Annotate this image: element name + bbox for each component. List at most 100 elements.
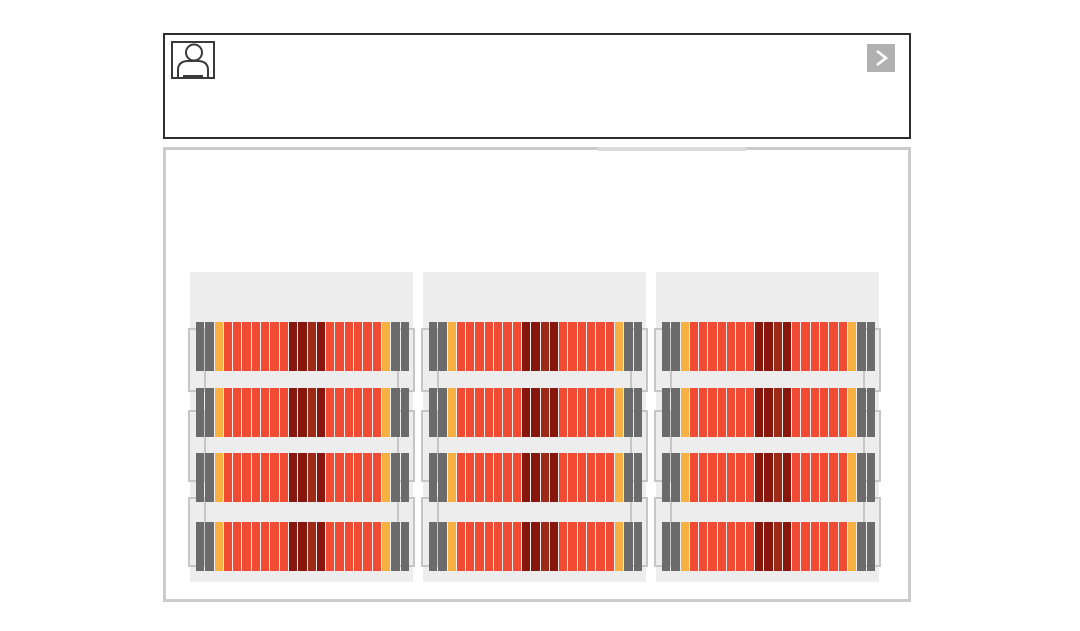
dark-red-book xyxy=(316,522,326,571)
gray-book xyxy=(624,453,633,502)
shelf-row-1-4 xyxy=(196,522,409,571)
dark-red-book xyxy=(754,453,764,502)
dark-red-book xyxy=(754,522,764,571)
gray-book xyxy=(866,453,875,502)
gray-book xyxy=(438,453,447,502)
dark-red-book xyxy=(764,388,773,437)
shelf-row-3-4 xyxy=(662,522,875,571)
dark-red-book xyxy=(782,453,792,502)
red-book xyxy=(829,388,838,437)
red-book xyxy=(801,322,810,371)
red-book xyxy=(717,522,727,571)
dark-red-book xyxy=(521,388,531,437)
red-book xyxy=(233,522,242,571)
red-book xyxy=(363,453,372,502)
maroon-book xyxy=(540,388,549,437)
red-book xyxy=(736,453,745,502)
red-book xyxy=(736,522,745,571)
red-book xyxy=(363,522,372,571)
gray-book xyxy=(633,388,642,437)
red-book xyxy=(484,322,494,371)
red-book xyxy=(838,453,847,502)
red-book xyxy=(503,322,512,371)
gray-book xyxy=(429,388,438,437)
red-book xyxy=(484,522,494,571)
red-book xyxy=(354,388,363,437)
dark-red-book xyxy=(531,522,540,571)
red-book xyxy=(605,453,614,502)
red-book xyxy=(279,388,288,437)
gray-book xyxy=(662,388,671,437)
gray-book xyxy=(662,322,671,371)
gray-book xyxy=(400,522,409,571)
red-book xyxy=(568,453,577,502)
red-book xyxy=(261,388,270,437)
red-book xyxy=(587,453,596,502)
gray-book xyxy=(866,388,875,437)
red-book xyxy=(587,322,596,371)
red-book xyxy=(736,322,745,371)
red-book xyxy=(801,388,810,437)
dark-red-book xyxy=(521,453,531,502)
red-book xyxy=(456,322,466,371)
red-book xyxy=(326,388,335,437)
red-book xyxy=(559,322,568,371)
dark-red-book xyxy=(288,388,298,437)
red-book xyxy=(494,388,503,437)
gray-book xyxy=(671,522,680,571)
gray-book xyxy=(429,522,438,571)
gray-book xyxy=(671,453,680,502)
red-book xyxy=(326,322,335,371)
maroon-book xyxy=(540,522,549,571)
red-book xyxy=(251,388,261,437)
orange-book xyxy=(214,522,223,571)
red-book xyxy=(745,322,754,371)
red-book xyxy=(717,322,727,371)
orange-book xyxy=(614,522,624,571)
red-book xyxy=(838,322,847,371)
dark-red-book xyxy=(764,453,773,502)
red-book xyxy=(344,322,354,371)
dark-red-book xyxy=(298,322,307,371)
red-book xyxy=(456,522,466,571)
gray-book xyxy=(857,522,866,571)
shelf-grid xyxy=(188,272,881,582)
orange-book xyxy=(680,388,689,437)
orange-book xyxy=(381,322,391,371)
red-book xyxy=(699,388,708,437)
next-button[interactable] xyxy=(867,44,895,72)
dark-red-book xyxy=(298,388,307,437)
dark-red-book xyxy=(521,522,531,571)
dark-red-book xyxy=(288,522,298,571)
red-book xyxy=(577,522,587,571)
gray-book xyxy=(671,388,680,437)
maroon-book xyxy=(307,522,316,571)
red-book xyxy=(466,322,475,371)
red-book xyxy=(568,522,577,571)
red-book xyxy=(605,322,614,371)
red-book xyxy=(475,388,484,437)
red-book xyxy=(261,453,270,502)
red-book xyxy=(587,522,596,571)
dark-red-book xyxy=(521,322,531,371)
dark-red-book xyxy=(782,522,792,571)
red-book xyxy=(456,388,466,437)
gray-book xyxy=(196,453,205,502)
red-book xyxy=(745,453,754,502)
red-book xyxy=(820,322,829,371)
orange-book xyxy=(680,522,689,571)
orange-book xyxy=(680,322,689,371)
gray-book xyxy=(429,453,438,502)
red-book xyxy=(559,388,568,437)
red-book xyxy=(689,453,699,502)
red-book xyxy=(484,453,494,502)
maroon-book xyxy=(307,388,316,437)
orange-book xyxy=(680,453,689,502)
red-book xyxy=(801,522,810,571)
red-book xyxy=(251,522,261,571)
red-book xyxy=(279,522,288,571)
red-book xyxy=(829,322,838,371)
gray-book xyxy=(866,522,875,571)
dark-red-book xyxy=(754,322,764,371)
red-book xyxy=(568,322,577,371)
